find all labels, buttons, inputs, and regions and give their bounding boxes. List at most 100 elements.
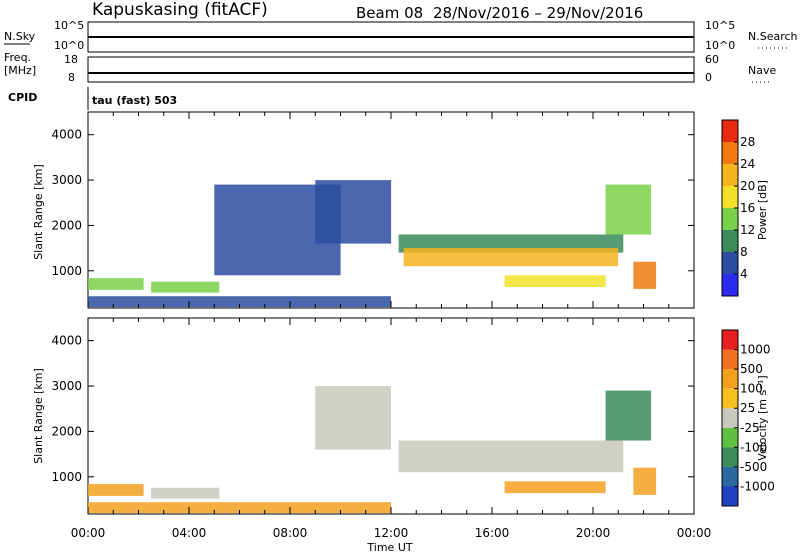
colorbar-tick-label: 500 xyxy=(740,362,763,376)
colorbar-cell xyxy=(722,349,738,370)
x-tick-label: 16:00 xyxy=(475,526,510,540)
nave-label: Nave xyxy=(748,64,776,77)
velocity-region-1 xyxy=(151,487,220,499)
colorbar-tick-label: -100 xyxy=(740,440,767,454)
colorbar-cell xyxy=(722,252,738,274)
colorbar-cell xyxy=(722,408,738,428)
nsearch-bottom-tick: 10^0 xyxy=(705,39,735,52)
colorbar-tick-label: 20 xyxy=(740,179,755,193)
colorbar-tick-label: 25 xyxy=(740,401,755,415)
y-tick-label: 3000 xyxy=(51,379,82,393)
x-tick-label: 12:00 xyxy=(374,526,409,540)
velocity-panel: 1000 2000 3000 4000 Slant Range [km] xyxy=(32,317,695,515)
velocity-colorbar: 1000 500 100 25 -25 -100 -500 -1000 Velocity [m… xyxy=(721,329,775,507)
velocity-colorbar-label: Velocity [m s⁻¹] xyxy=(756,375,769,460)
velocity-ylabel: Slant Range [km] xyxy=(32,368,45,464)
power-y-ticks: 1000 2000 3000 4000 xyxy=(51,128,694,278)
colorbar-tick-label: 12 xyxy=(740,223,755,237)
power-region-1 xyxy=(151,281,220,293)
colorbar-tick-label: -1000 xyxy=(740,479,775,493)
freq-bottom-tick: 8 xyxy=(68,71,75,84)
colorbar-tick-label: 28 xyxy=(740,135,755,149)
colorbar-tick-label: -25 xyxy=(740,421,760,435)
colorbar-frame xyxy=(721,329,739,507)
velocity-region-3 xyxy=(398,440,624,473)
y-tick-label: 2000 xyxy=(51,218,82,232)
velocity-region-7 xyxy=(315,386,392,450)
power-region-9 xyxy=(214,184,341,276)
cpid-label: CPID xyxy=(8,91,37,104)
colorbar-cell xyxy=(722,486,738,506)
colorbar-cell xyxy=(722,466,738,487)
beam-title: Beam 08 xyxy=(356,4,423,22)
y-tick-label: 4000 xyxy=(51,128,82,142)
nave-bottom-tick: 0 xyxy=(705,71,712,84)
colorbar-cell xyxy=(722,164,738,186)
x-tick-label: 04:00 xyxy=(172,526,207,540)
power-region-6 xyxy=(605,184,652,235)
nsearch-top-tick: 10^5 xyxy=(705,19,735,32)
date-range-title: 28/Nov/2016 – 29/Nov/2016 xyxy=(433,4,643,22)
velocity-region-4 xyxy=(504,481,606,494)
colorbar-tick-label: -500 xyxy=(740,460,767,474)
colorbar-cell xyxy=(722,120,738,142)
power-region-2 xyxy=(88,296,391,308)
colorbar-tick-label: 24 xyxy=(740,157,755,171)
power-data-regions xyxy=(88,180,657,308)
colorbar-cell xyxy=(722,388,738,409)
y-tick-label: 1000 xyxy=(51,264,82,278)
colorbar-cell xyxy=(722,274,738,296)
velocity-data-regions xyxy=(88,386,657,514)
nave-top-tick: 60 xyxy=(705,53,719,66)
colorbar-cell xyxy=(722,330,738,350)
power-region-5 xyxy=(504,275,606,288)
nsearch-label: N.Search xyxy=(748,30,798,43)
nsky-strip: N.Sky 10^5 10^0 10^5 10^0 N.Search xyxy=(4,19,798,53)
colorbar-tick-label: 16 xyxy=(740,201,755,215)
x-tick-label: 20:00 xyxy=(576,526,611,540)
x-tick-label: 00:00 xyxy=(71,526,106,540)
power-region-4 xyxy=(403,248,619,267)
x-tick-label: 08:00 xyxy=(273,526,308,540)
nsky-bottom-tick: 10^0 xyxy=(54,39,84,52)
power-colorbar: 4 8 12 16 20 24 28 Power [dB] xyxy=(721,119,769,297)
power-region-0 xyxy=(88,278,144,290)
velocity-region-2 xyxy=(88,502,391,514)
power-region-7 xyxy=(633,261,657,289)
colorbar-cell xyxy=(722,142,738,164)
freq-label-line2: [MHz] xyxy=(4,64,36,77)
y-tick-label: 3000 xyxy=(51,173,82,187)
colorbar-tick-label: 1000 xyxy=(740,343,771,357)
station-title: Kapuskasing (fitACF) xyxy=(92,0,268,20)
velocity-region-0 xyxy=(88,484,144,496)
freq-label-line1: Freq. xyxy=(4,51,31,64)
velocity-x-ticks xyxy=(87,318,695,514)
power-panel: 1000 2000 3000 4000 Slant Range [km] xyxy=(32,111,695,309)
colorbar-cell xyxy=(722,427,738,448)
x-tick-label: 00:00 xyxy=(677,526,712,540)
velocity-y-ticks: 1000 2000 3000 4000 xyxy=(51,334,694,484)
power-region-3 xyxy=(398,234,624,253)
cpid-value: tau (fast) 503 xyxy=(92,94,177,107)
colorbar-tick-label: 8 xyxy=(740,245,748,259)
colorbar-tick-label: 100 xyxy=(740,382,763,396)
velocity-region-6 xyxy=(633,467,657,495)
power-ylabel: Slant Range [km] xyxy=(32,164,45,260)
y-tick-label: 2000 xyxy=(51,424,82,438)
colorbar-cell xyxy=(722,208,738,230)
power-x-ticks xyxy=(87,112,695,308)
colorbar-cell xyxy=(722,447,738,467)
colorbar-cell xyxy=(722,369,738,389)
nsky-top-tick: 10^5 xyxy=(54,19,84,32)
velocity-region-5 xyxy=(605,390,652,441)
power-colorbar-label: Power [dB] xyxy=(756,180,769,240)
colorbar-tick-label: 4 xyxy=(740,267,748,281)
y-tick-label: 4000 xyxy=(51,334,82,348)
nsky-label: N.Sky xyxy=(4,30,36,43)
freq-top-tick: 18 xyxy=(64,53,78,66)
freq-strip: Freq. [MHz] 18 8 60 0 Nave xyxy=(4,51,776,84)
colorbar-cell xyxy=(722,186,738,208)
colorbar-cell xyxy=(722,230,738,252)
x-axis-title: Time UT xyxy=(366,541,412,554)
